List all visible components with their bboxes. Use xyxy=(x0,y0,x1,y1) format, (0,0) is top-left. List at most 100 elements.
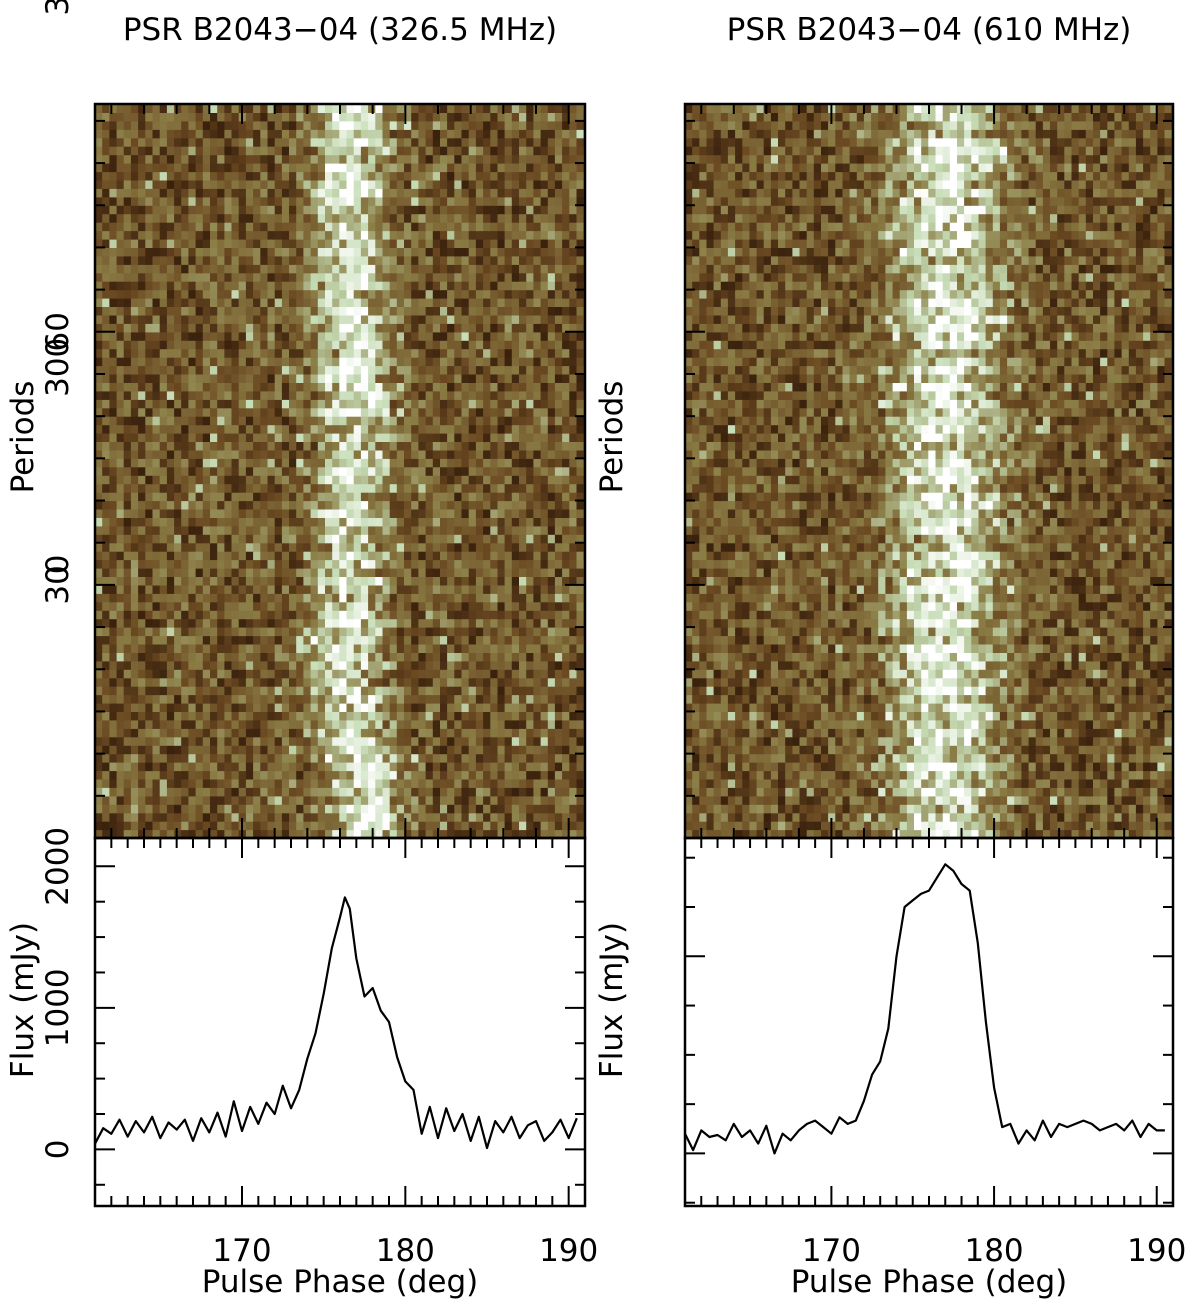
heatmap-cell xyxy=(353,525,362,535)
heatmap-cell xyxy=(195,736,204,746)
heatmap-cell xyxy=(360,778,369,788)
heatmap-cell xyxy=(497,627,506,637)
heatmap-cell xyxy=(325,534,333,544)
heatmap-cell xyxy=(332,525,340,535)
heatmap-cell xyxy=(116,433,125,442)
heatmap-cell xyxy=(332,542,340,552)
heatmap-cell xyxy=(396,365,405,375)
heatmap-cell xyxy=(109,728,118,738)
heatmap-cell xyxy=(166,323,175,333)
heatmap-cell xyxy=(253,239,261,248)
heatmap-cell xyxy=(497,483,506,493)
heatmap-cell xyxy=(533,551,542,561)
heatmap-cell xyxy=(152,601,161,611)
heatmap-cell xyxy=(231,534,240,544)
heatmap-cell xyxy=(317,272,326,282)
heatmap-cell xyxy=(576,601,585,611)
heatmap-cell xyxy=(310,584,319,594)
heatmap-cell xyxy=(432,416,441,426)
heatmap-cell xyxy=(382,374,391,383)
heatmap-cell xyxy=(526,728,534,738)
heatmap-cell xyxy=(468,433,477,442)
heatmap-cell xyxy=(353,778,362,788)
heatmap-cell xyxy=(166,711,175,721)
heatmap-cell xyxy=(159,787,168,797)
heatmap-cell xyxy=(188,627,197,637)
heatmap-cell xyxy=(116,711,125,721)
heatmap-cell xyxy=(109,306,118,316)
heatmap-cell xyxy=(569,829,577,838)
heatmap-cell xyxy=(296,365,304,375)
heatmap-cell xyxy=(159,753,168,763)
heatmap-cell xyxy=(483,239,491,248)
heatmap-cell xyxy=(490,627,498,637)
heatmap-cell xyxy=(569,618,577,628)
heatmap-cell xyxy=(404,694,412,704)
heatmap-cell xyxy=(375,778,383,788)
heatmap-cell xyxy=(260,323,268,333)
heatmap-cell xyxy=(188,222,197,232)
heatmap-cell xyxy=(181,382,189,392)
heatmap-cell xyxy=(540,424,549,434)
heatmap-cell xyxy=(483,753,491,763)
heatmap-cell xyxy=(224,314,233,324)
heatmap-cell xyxy=(440,576,448,586)
heatmap-cell xyxy=(116,610,125,620)
heatmap-cell xyxy=(360,407,369,417)
heatmap-cell xyxy=(360,770,369,780)
heatmap-cell xyxy=(267,719,276,729)
heatmap-cell xyxy=(554,365,563,375)
heatmap-cell xyxy=(123,787,132,797)
heatmap-cell xyxy=(554,593,563,603)
heatmap-cell xyxy=(210,559,218,569)
heatmap-cell xyxy=(346,812,355,822)
heatmap-cell xyxy=(152,584,161,594)
heatmap-cell xyxy=(332,559,340,569)
heatmap-cell xyxy=(454,694,462,704)
heatmap-cell xyxy=(310,593,319,603)
heatmap-cell xyxy=(130,525,139,535)
heatmap-cell xyxy=(432,719,441,729)
heatmap-cell xyxy=(253,762,261,772)
heatmap-cell xyxy=(210,753,218,763)
heatmap-cell xyxy=(310,795,319,805)
heatmap-cell xyxy=(166,627,175,637)
heatmap-cell xyxy=(554,399,563,409)
heatmap-cell xyxy=(202,441,211,451)
heatmap-cell xyxy=(274,466,283,476)
heatmap-cell xyxy=(368,433,376,442)
heatmap-cell xyxy=(569,298,577,307)
heatmap-cell xyxy=(547,441,556,451)
heatmap-cell xyxy=(95,433,103,442)
heatmap-cell xyxy=(346,390,355,400)
heatmap-cell xyxy=(202,416,211,426)
heatmap-cell xyxy=(375,424,383,434)
heatmap-cell xyxy=(540,509,549,518)
heatmap-cell xyxy=(296,644,304,653)
heatmap-cell xyxy=(116,601,125,611)
heatmap-cell xyxy=(396,247,405,257)
heatmap-cell xyxy=(576,466,585,476)
heatmap-cell xyxy=(267,778,276,788)
heatmap-cell xyxy=(166,424,175,434)
heatmap-cell xyxy=(547,778,556,788)
heatmap-cell xyxy=(497,458,506,468)
heatmap-cell xyxy=(224,635,233,645)
heatmap-cell xyxy=(296,407,304,417)
heatmap-cell xyxy=(382,407,391,417)
heatmap-cell xyxy=(281,593,290,603)
heatmap-cell xyxy=(95,618,103,628)
heatmap-cell xyxy=(432,230,441,240)
heatmap-cell xyxy=(267,466,276,476)
heatmap-cell xyxy=(102,551,110,561)
heatmap-cell xyxy=(303,357,312,367)
heatmap-cell xyxy=(260,644,268,653)
heatmap-cell xyxy=(468,694,477,704)
heatmap-cell xyxy=(547,829,556,838)
heatmap-cell xyxy=(231,559,240,569)
heatmap-cell xyxy=(461,576,470,586)
heatmap-cell xyxy=(267,644,276,653)
heatmap-cell xyxy=(130,677,139,687)
heatmap-cell xyxy=(418,416,427,426)
heatmap-cell xyxy=(174,525,182,535)
